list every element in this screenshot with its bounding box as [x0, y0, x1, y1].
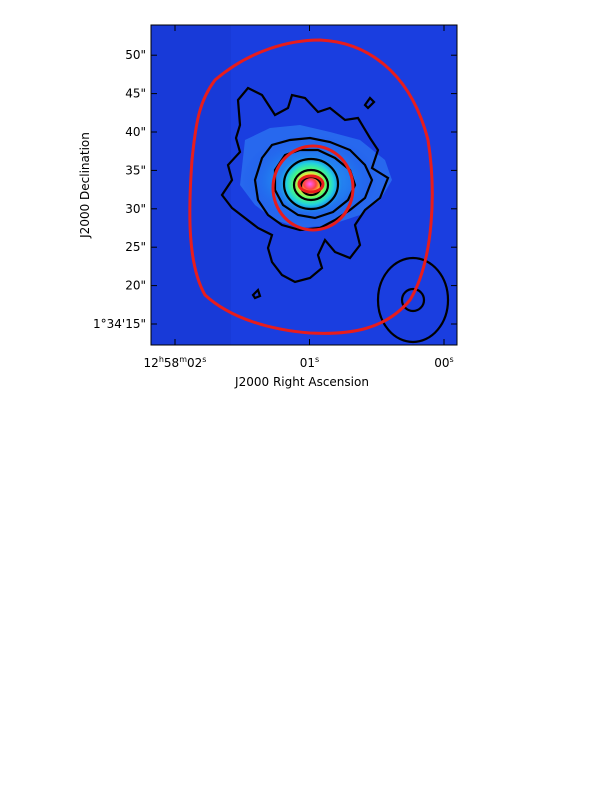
emission-core: [276, 154, 344, 214]
red-contour-inner: [271, 144, 355, 232]
y-tick-label-7: 50": [125, 48, 146, 62]
plot-frame: [150, 24, 458, 346]
x-tick-label-part-0-4: 02: [187, 356, 202, 370]
x-tick-label-part-0-3: m: [179, 355, 187, 364]
x-axis-title: J2000 Right Ascension: [234, 375, 369, 389]
x-tick-label-part-2-0: 00: [434, 356, 449, 370]
y-tick-label-5: 40": [125, 125, 146, 139]
x-tick-label-2: 00s: [434, 355, 453, 370]
black-contour-5: [292, 168, 330, 202]
y-tick-label-2: 25": [125, 240, 146, 254]
black-contour-4: [282, 157, 340, 211]
x-tick-label-part-0-5: s: [202, 355, 206, 364]
x-tick-label-part-0-1: h: [159, 355, 164, 364]
red-contour-core: [297, 174, 325, 194]
black-contour-blob-2: [251, 287, 262, 300]
x-ticks: 12h58m02s 01s 00s: [144, 25, 454, 370]
x-tick-label-part-1-1: s: [315, 355, 319, 364]
black-contour-outer: [220, 86, 390, 284]
x-tick-label-part-0-0: 12: [144, 356, 159, 370]
y-tick-label-6: 45": [125, 87, 146, 101]
y-ticks: 1°34'15" 20" 25" 30" 35" 40" 45" 50": [93, 48, 457, 331]
x-tick-label-part-2-1: s: [450, 355, 454, 364]
beam-inner: [400, 287, 426, 313]
y-tick-label-1: 20": [125, 279, 146, 293]
red-contour-outer: [188, 38, 434, 335]
x-tick-label-part-0-2: 58: [164, 356, 179, 370]
y-tick-label-3: 30": [125, 202, 146, 216]
y-tick-label-4: 35": [125, 163, 146, 177]
x-tick-label-part-1-0: 01: [300, 356, 315, 370]
beam-outer: [376, 256, 450, 344]
black-contour-2: [253, 136, 374, 232]
black-contour-blob-1: [363, 96, 376, 110]
figure: 1°34'15"20"25"30"35"40"45"50" 12h58m02s 0…: [78, 24, 458, 389]
y-axis-title: J2000 Declination: [78, 132, 92, 239]
x-tick-label-0: 12h58m02s: [144, 355, 207, 370]
x-tick-label-1: 01s: [300, 355, 319, 370]
red-contours: [188, 38, 434, 335]
y-tick-label-0: 1°34'15": [93, 317, 146, 331]
